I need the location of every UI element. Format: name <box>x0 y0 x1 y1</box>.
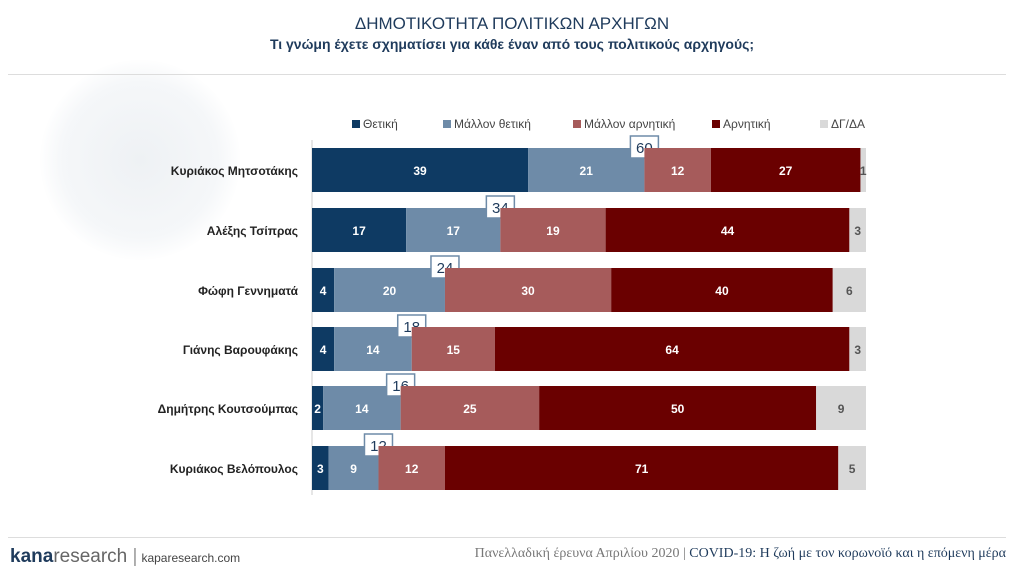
category-label: Γιάνης Βαρουφάκης <box>183 343 298 357</box>
bar-segment <box>838 446 866 490</box>
data-label: 9 <box>350 462 357 476</box>
data-label: 17 <box>447 224 461 238</box>
data-label: 44 <box>721 224 735 238</box>
bar-segment <box>860 148 866 192</box>
logo: kanaresearch | kaparesearch.com <box>10 546 241 567</box>
bar-segment <box>644 148 711 192</box>
data-label: 3 <box>854 343 861 357</box>
chart-title: ΔΗΜΟΤΙΚΟΤΗΤΑ ΠΟΛΙΤΙΚΩΝ ΑΡΧΗΓΩΝ <box>354 14 670 33</box>
bar-segment <box>849 327 866 371</box>
data-label: 9 <box>838 402 845 416</box>
data-label: 21 <box>580 164 594 178</box>
bar-segment <box>849 208 866 252</box>
bar-segment <box>312 268 335 312</box>
data-label: 40 <box>715 284 729 298</box>
data-label: 50 <box>671 402 685 416</box>
legend-swatch <box>712 120 720 128</box>
divider <box>8 74 1006 75</box>
bar-segment <box>539 386 817 430</box>
category-label: Δημήτρης Κουτσούμπας <box>158 402 298 416</box>
bar-segment <box>411 327 495 371</box>
footer-divider <box>8 537 1006 538</box>
bar-segment <box>494 327 850 371</box>
data-label: 15 <box>447 343 461 357</box>
data-label: 30 <box>521 284 535 298</box>
legend-label: Μάλλον αρνητική <box>584 117 675 131</box>
bar-segment <box>710 148 861 192</box>
data-label: 64 <box>665 343 679 357</box>
virus-watermark <box>40 60 240 260</box>
bar-segment <box>500 208 606 252</box>
category-label: Κυριάκος Βελόπουλος <box>170 462 298 476</box>
legend-swatch <box>443 120 451 128</box>
data-label: 4 <box>320 284 327 298</box>
data-label: 12 <box>671 164 685 178</box>
category-label: Αλέξης Τσίπρας <box>207 224 298 238</box>
data-label: 71 <box>635 462 649 476</box>
bar-segment <box>832 268 866 312</box>
survey-info: Πανελλαδική έρευνα Απριλίου 2020 | COVID… <box>474 546 1006 561</box>
legend-swatch <box>820 120 828 128</box>
project-title: COVID-19: Η ζωή με τον κορωνοϊό και η επ… <box>689 546 1006 561</box>
data-label: 25 <box>463 402 477 416</box>
legend-label: Θετική <box>363 117 398 131</box>
bar-segment <box>312 327 335 371</box>
bar-segment <box>312 446 329 490</box>
data-label: 12 <box>405 462 419 476</box>
site-link[interactable]: kaparesearch.com <box>141 551 241 565</box>
legend-label: Αρνητική <box>723 117 771 131</box>
chart-subtitle: Τι γνώμη έχετε σχηματίσει για κάθε έναν … <box>269 36 755 52</box>
data-label: 1 <box>860 164 867 178</box>
bar-segment <box>378 446 445 490</box>
legend-label: ΔΓ/ΔΑ <box>831 117 865 131</box>
bar-segment <box>444 268 612 312</box>
bar-segment <box>406 208 501 252</box>
data-label: 14 <box>355 402 369 416</box>
legend-swatch <box>352 120 360 128</box>
category-label: Κυριάκος Μητσοτάκης <box>171 164 298 178</box>
data-label: 4 <box>320 343 327 357</box>
legend-swatch <box>573 120 581 128</box>
bar-segment <box>400 386 540 430</box>
data-label: 17 <box>352 224 366 238</box>
bar-segment <box>816 386 866 430</box>
data-label: 2 <box>314 402 321 416</box>
data-label: 27 <box>779 164 793 178</box>
bar-segment <box>312 208 407 252</box>
bar-segment <box>312 386 324 430</box>
data-label: 19 <box>546 224 560 238</box>
bar-segment <box>444 446 839 490</box>
data-label: 20 <box>383 284 397 298</box>
data-label: 3 <box>317 462 324 476</box>
data-label: 6 <box>846 284 853 298</box>
bar-segment <box>605 208 850 252</box>
legend-label: Μάλλον θετική <box>454 117 531 131</box>
bar-segment <box>312 148 529 192</box>
data-label: 14 <box>366 343 380 357</box>
bar-segment <box>528 148 645 192</box>
data-label: 39 <box>413 164 427 178</box>
data-label: 5 <box>849 462 856 476</box>
data-label: 3 <box>854 224 861 238</box>
bar-segment <box>334 268 445 312</box>
category-label: Φώφη Γεννηματά <box>198 284 299 298</box>
bar-segment <box>611 268 833 312</box>
